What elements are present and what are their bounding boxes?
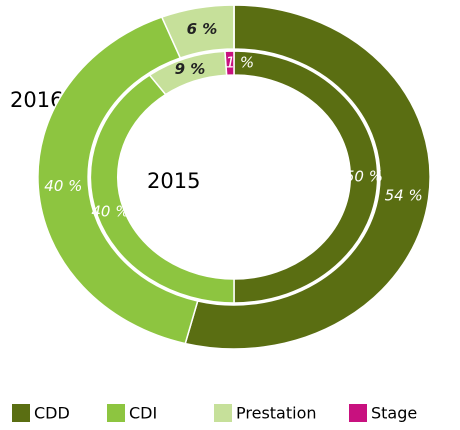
- legend-label: Stage: [371, 404, 417, 423]
- value-label: 9 %: [175, 60, 206, 78]
- value-label: 50 %: [345, 168, 383, 186]
- legend-swatch: [214, 404, 232, 422]
- ring-label: 2015: [147, 169, 200, 193]
- legend-swatch: [349, 404, 367, 422]
- legend-swatch: [107, 404, 125, 422]
- value-label: 54 %: [385, 186, 423, 204]
- legend-label: CDI: [129, 404, 157, 423]
- value-label: 6 %: [187, 20, 218, 38]
- value-label: 40 %: [91, 203, 129, 221]
- slice: [224, 50, 235, 76]
- slice: [233, 50, 379, 304]
- slice: [184, 4, 431, 350]
- value-label: 1 %: [226, 54, 255, 72]
- legend-label: CDD: [34, 404, 70, 423]
- legend-label: Prestation: [236, 404, 317, 423]
- slice: [37, 16, 199, 345]
- value-label: 40 %: [44, 177, 82, 195]
- legend-swatch: [12, 404, 30, 422]
